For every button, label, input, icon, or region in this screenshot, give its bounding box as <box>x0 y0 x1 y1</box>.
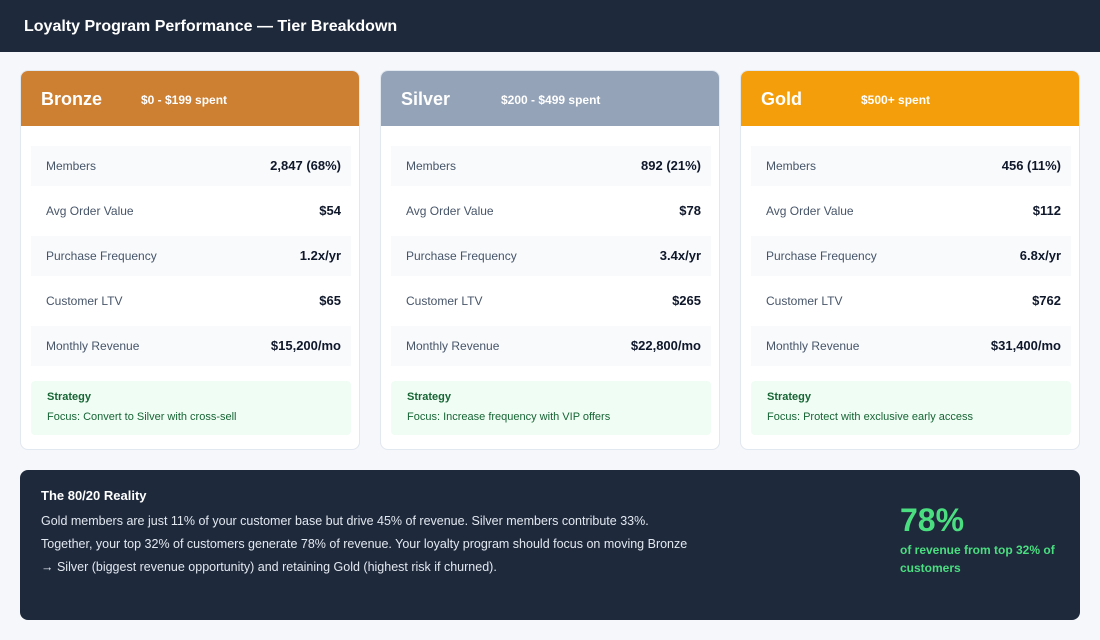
metric-row-purchase-frequency: Purchase Frequency 6.8x/yr <box>751 236 1071 276</box>
metric-label: Monthly Revenue <box>46 339 140 353</box>
metric-value: 456 (11%) <box>1001 158 1061 173</box>
strategy-title: Strategy <box>767 391 812 403</box>
tier-header-silver: Silver $200 - $499 spent <box>381 71 719 126</box>
revenue-share-stat: 78% <box>900 502 965 538</box>
metric-value: $15,200/mo <box>270 338 341 353</box>
metric-value: $65 <box>319 293 341 308</box>
tier-header-bronze: Bronze $0 - $199 spent <box>21 71 359 126</box>
strategy-box: Strategy Focus: Convert to Silver with c… <box>31 381 351 435</box>
strategy-text: Focus: Convert to Silver with cross-sell <box>47 411 237 423</box>
metric-value: $54 <box>319 203 341 218</box>
tier-header-gold: Gold $500+ spent <box>741 71 1079 126</box>
metric-value: 1.2x/yr <box>299 248 341 263</box>
metric-label: Customer LTV <box>46 294 123 308</box>
metric-row-monthly-revenue: Monthly Revenue $15,200/mo <box>31 326 351 366</box>
metric-label: Customer LTV <box>766 294 843 308</box>
metric-label: Avg Order Value <box>406 204 494 218</box>
insight-body: Gold members are just 11% of your custom… <box>41 514 688 574</box>
metric-label: Members <box>766 159 817 173</box>
metric-row-customer-ltv: Customer LTV $762 <box>751 281 1071 321</box>
metric-value: $31,400/mo <box>990 338 1061 353</box>
metric-value: $78 <box>679 203 701 218</box>
metric-value: 3.4x/yr <box>659 248 701 263</box>
tier-card-silver: Silver $200 - $499 spent Members 892 (21… <box>380 70 720 450</box>
metric-value: 6.8x/yr <box>1019 248 1061 263</box>
tier-cards: Bronze $0 - $199 spent Members 2,847 (68… <box>20 70 1080 450</box>
strategy-title: Strategy <box>47 391 92 403</box>
tier-spend-range: $0 - $199 spent <box>141 93 228 107</box>
metric-row-purchase-frequency: Purchase Frequency 3.4x/yr <box>391 236 711 276</box>
top-bar: Loyalty Program Performance — Tier Break… <box>0 0 1100 52</box>
metric-row-avg-order-value: Avg Order Value $78 <box>391 191 711 231</box>
metric-value: $112 <box>1032 203 1061 218</box>
revenue-share-label: of revenue from top 32% of customers <box>900 543 1055 575</box>
tier-spend-range: $200 - $499 spent <box>501 93 601 107</box>
insight-title: The 80/20 Reality <box>41 488 147 503</box>
strategy-box: Strategy Focus: Protect with exclusive e… <box>751 381 1071 435</box>
metric-row-avg-order-value: Avg Order Value $54 <box>31 191 351 231</box>
metric-row-customer-ltv: Customer LTV $65 <box>31 281 351 321</box>
strategy-text: Focus: Protect with exclusive early acce… <box>767 411 974 423</box>
tier-spend-range: $500+ spent <box>861 93 931 107</box>
tier-name: Bronze <box>41 89 103 109</box>
metric-label: Purchase Frequency <box>46 249 157 263</box>
metric-label: Avg Order Value <box>766 204 854 218</box>
metric-row-members: Members 892 (21%) <box>391 146 711 186</box>
metric-value: $762 <box>1032 293 1061 308</box>
metric-row-monthly-revenue: Monthly Revenue $31,400/mo <box>751 326 1071 366</box>
metric-label: Purchase Frequency <box>406 249 517 263</box>
tier-card-bronze: Bronze $0 - $199 spent Members 2,847 (68… <box>20 70 360 450</box>
tier-name: Silver <box>401 89 451 109</box>
metric-label: Customer LTV <box>406 294 483 308</box>
metric-label: Avg Order Value <box>46 204 134 218</box>
strategy-box: Strategy Focus: Increase frequency with … <box>391 381 711 435</box>
metric-row-customer-ltv: Customer LTV $265 <box>391 281 711 321</box>
metric-row-members: Members 456 (11%) <box>751 146 1071 186</box>
metric-value: $22,800/mo <box>630 338 701 353</box>
page-title: Loyalty Program Performance — Tier Break… <box>24 18 398 35</box>
metric-value: $265 <box>672 293 701 308</box>
metric-row-members: Members 2,847 (68%) <box>31 146 351 186</box>
metric-row-purchase-frequency: Purchase Frequency 1.2x/yr <box>31 236 351 276</box>
metric-value: 2,847 (68%) <box>270 158 341 173</box>
metric-label: Monthly Revenue <box>766 339 860 353</box>
metric-label: Members <box>46 159 97 173</box>
insight-panel: The 80/20 Reality Gold members are just … <box>20 470 1080 620</box>
metric-label: Monthly Revenue <box>406 339 500 353</box>
tier-name: Gold <box>761 89 802 109</box>
tier-card-gold: Gold $500+ spent Members 456 (11%) Avg O… <box>740 70 1080 450</box>
strategy-text: Focus: Increase frequency with VIP offer… <box>407 411 611 423</box>
metric-row-monthly-revenue: Monthly Revenue $22,800/mo <box>391 326 711 366</box>
metric-label: Purchase Frequency <box>766 249 877 263</box>
metric-value: 892 (21%) <box>641 158 701 173</box>
metric-row-avg-order-value: Avg Order Value $112 <box>751 191 1071 231</box>
strategy-title: Strategy <box>407 391 452 403</box>
metric-label: Members <box>406 159 457 173</box>
